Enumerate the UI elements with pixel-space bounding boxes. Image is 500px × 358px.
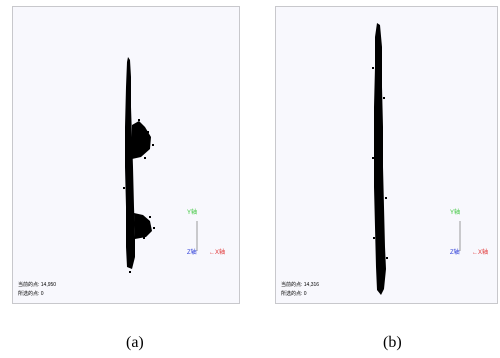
axis-indicator-b: Y轴 Z轴 ←X轴 — [436, 207, 497, 267]
panel-caption-a: (a) — [126, 334, 144, 351]
selected-points-count: 所选的点: 0 — [18, 291, 44, 297]
y-axis-label: Y轴 — [187, 210, 198, 216]
x-axis-label: ←X轴 — [209, 250, 226, 256]
z-axis-label: Z轴 — [187, 250, 197, 256]
axis-gizmo-a — [196, 221, 198, 251]
selected-points-count: 所选的点: 0 — [281, 291, 307, 297]
y-axis-label: Y轴 — [450, 210, 461, 216]
current-points-count: 当前的点: 14,950 — [18, 282, 57, 288]
point-cloud-b-scatter — [372, 67, 388, 259]
point-cloud-b-body — [374, 23, 386, 295]
point-cloud-viewport-b[interactable]: Y轴 Z轴 ←X轴 当前的点: 14,316 所选的点: 0 — [275, 6, 498, 304]
point-cloud-viewport-a[interactable]: Y轴 Z轴 ←X轴 当前的点: 14,950 所选的点: 0 — [12, 6, 240, 304]
point-cloud-a-scatter — [123, 119, 155, 273]
axis-indicator-a: Y轴 Z轴 ←X轴 — [173, 207, 239, 267]
axis-gizmo-b — [459, 221, 461, 251]
point-cloud-a-lower-bump — [134, 213, 152, 239]
status-bar-a: 当前的点: 14,950 所选的点: 0 — [18, 281, 56, 299]
point-cloud-a-body — [125, 57, 135, 269]
point-cloud-b — [372, 23, 388, 295]
status-bar-b: 当前的点: 14,316 所选的点: 0 — [281, 281, 319, 299]
x-axis-label: ←X轴 — [472, 250, 489, 256]
point-cloud-a — [123, 57, 155, 273]
current-points-count: 当前的点: 14,316 — [281, 282, 320, 288]
z-axis-label: Z轴 — [450, 250, 460, 256]
point-cloud-a-upper-bump — [132, 121, 151, 159]
panel-caption-b: (b) — [383, 334, 402, 351]
